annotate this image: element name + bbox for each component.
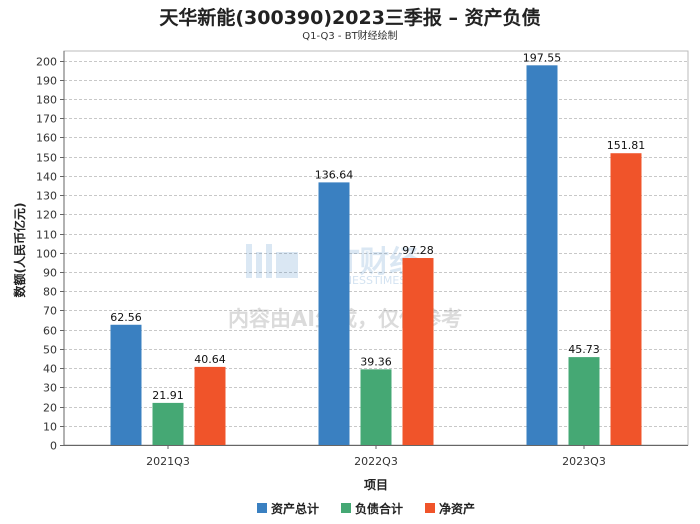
y-tick-label: 80 [43,286,57,299]
y-tick-label: 190 [36,75,57,88]
legend-swatch [341,503,351,513]
bar-value-label: 21.91 [152,389,184,402]
legend-swatch [257,503,267,513]
bar-value-label: 45.73 [568,343,600,356]
y-tick-label: 10 [43,421,57,434]
x-tick-label: 2022Q3 [354,455,398,468]
bar-value-label: 136.64 [315,168,354,181]
y-tick-label: 90 [43,267,57,280]
y-tick-label: 40 [43,363,57,376]
bar-value-label: 62.56 [110,311,142,324]
y-tick-label: 180 [36,94,57,107]
watermark-logo-icon [246,244,298,278]
bar-2023Q3-净资产 [610,153,642,446]
legend-label: 净资产 [439,501,475,516]
axes: 0 10 20 30 40 50 60 70 80 90 100 110 120 130 140 150 160… [36,51,688,468]
y-tick-label: 60 [43,325,57,338]
y-tick-label: 160 [36,132,57,145]
x-tick-label: 2023Q3 [562,455,606,468]
y-tick-label: 170 [36,113,57,126]
bar-2022Q3-负债合计 [360,369,392,445]
legend: 资产总计 负债合计 净资产 [257,501,475,516]
bar-2021Q3-负债合计 [152,402,184,445]
bar-2021Q3-资产总计 [110,324,142,445]
y-tick-label: 140 [36,171,57,184]
y-tick-label: 150 [36,152,57,165]
y-tick-label: 110 [36,229,57,242]
chart-title: 天华新能(300390)2023三季报 – 资产负债 [159,7,541,29]
bar-value-label: 197.55 [523,51,562,64]
y-tick-label: 0 [50,440,57,453]
bar-value-label: 151.81 [607,139,646,152]
y-tick-label: 70 [43,305,57,318]
y-tick-label: 200 [36,56,57,69]
bars [110,65,642,446]
bar-2023Q3-负债合计 [568,357,600,445]
bar-2021Q3-净资产 [194,366,226,445]
chart-subtitle: Q1-Q3 - BT财经绘制 [302,31,398,42]
y-tick-label: 30 [43,382,57,395]
bar-value-label: 40.64 [194,353,226,366]
x-tick-label: 2021Q3 [146,455,190,468]
y-tick-label: 120 [36,209,57,222]
y-axis-title: 数额(人民币亿元) [12,203,27,298]
x-axis-title: 项目 [364,478,388,492]
y-tick-label: 100 [36,248,57,261]
bar-2023Q3-资产总计 [526,65,558,445]
y-tick-label: 50 [43,344,57,357]
bar-2022Q3-资产总计 [318,182,350,445]
bar-value-label: 97.28 [402,244,434,257]
bar-value-label: 39.36 [360,355,392,368]
bar-labels: 62.56 21.91 40.64 136.64 39.36 97.28 197.55 45.… [110,51,645,402]
bar-2022Q3-净资产 [402,258,434,445]
legend-swatch [425,503,435,513]
y-tick-label: 130 [36,190,57,203]
y-tick-label: 20 [43,402,57,415]
legend-label: 资产总计 [271,501,319,516]
legend-label: 负债合计 [355,501,403,516]
